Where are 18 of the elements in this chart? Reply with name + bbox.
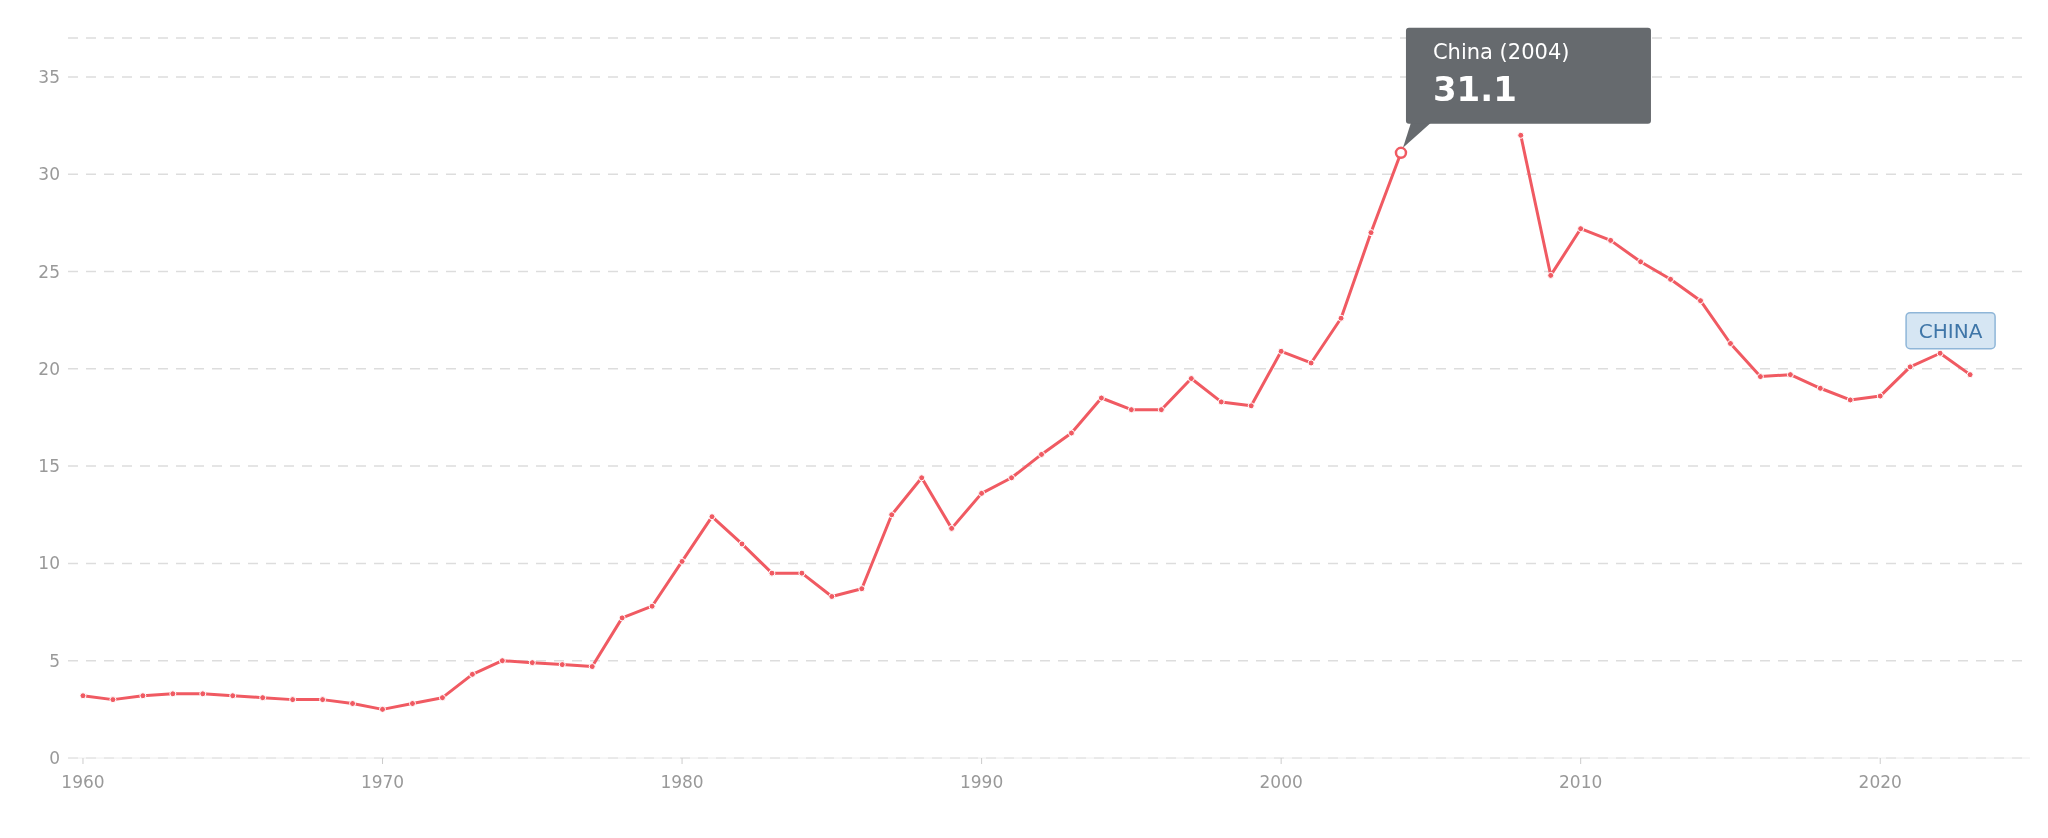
y-tick-label: 15: [38, 456, 60, 477]
x-tick-label: 1970: [360, 772, 405, 793]
y-tick-label: 10: [38, 553, 60, 574]
x-tick-label: 2010: [1559, 772, 1603, 793]
x-tick-label: 1990: [959, 772, 1004, 793]
x-tick-label: 1980: [660, 772, 704, 793]
series-label: CHINA: [1918, 318, 1983, 343]
x-tick-label: 1960: [61, 772, 105, 793]
y-tick-label: 35: [38, 66, 60, 87]
annotation: China (2004): [1432, 39, 1570, 64]
annotation: 31.1: [1432, 68, 1517, 109]
y-tick-label: 0: [49, 748, 60, 769]
y-tick-label: 30: [38, 164, 60, 185]
x-tick-label: 2000: [1259, 772, 1303, 793]
y-tick-label: 25: [38, 261, 60, 282]
y-tick-label: 20: [38, 358, 60, 379]
y-tick-label: 5: [49, 650, 60, 671]
x-tick-label: 2020: [1858, 772, 1902, 793]
